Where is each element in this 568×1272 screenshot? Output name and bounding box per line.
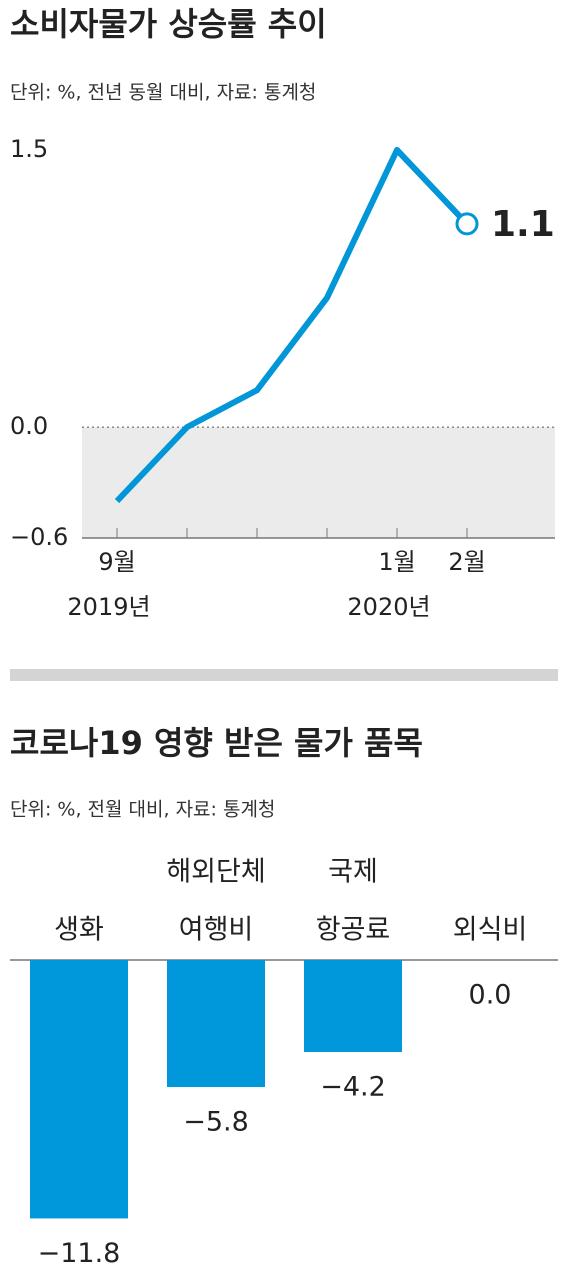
negative-area [82,427,555,538]
bar [167,960,265,1088]
x-tick-label: 여행비 [179,915,254,946]
chart-subtitle: 단위: %, 전년 동월 대비, 자료: 통계청 [10,82,316,104]
year-label: 2019년 [67,593,150,621]
x-tick-label: 9월 [98,548,135,576]
data-label: −4.2 [320,1071,386,1102]
x-tick-label: 해외단체 [166,857,265,888]
x-tick-label: 1월 [378,548,415,576]
x-tick-label: 2월 [448,548,485,576]
x-tick-label: 생화 [54,915,104,946]
data-label: −11.8 [38,1238,121,1269]
year-label: 2020년 [347,593,430,621]
data-label: 1.1 [491,204,555,245]
x-tick-label: 외식비 [453,915,528,946]
divider [10,669,558,681]
x-tick-label: 항공료 [316,915,391,946]
y-tick-label: 1.5 [10,135,48,163]
end-point [455,212,479,236]
data-label: −5.8 [183,1107,249,1138]
chart-subtitle: 단위: %, 전월 대비, 자료: 통계청 [10,799,275,821]
y-tick-label: 0.0 [10,412,48,440]
data-label: 0.0 [469,980,512,1011]
y-tick-label: −0.6 [10,523,68,551]
chart-title: 코로나19 영향 받은 물가 품목 [10,724,423,762]
data-line [114,147,470,504]
chart-title: 소비자물가 상승률 추이 [10,5,327,43]
bar [30,960,128,1219]
x-tick-label: 국제 [328,857,378,888]
bar [304,960,402,1052]
